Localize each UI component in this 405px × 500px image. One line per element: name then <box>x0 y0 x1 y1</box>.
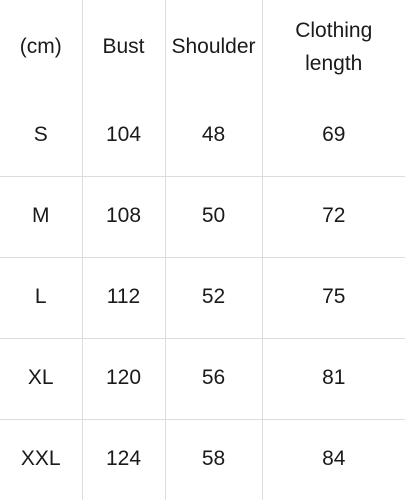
length-cell: 72 <box>262 176 405 258</box>
header-unit: (cm) <box>0 0 83 95</box>
shoulder-cell: 48 <box>165 95 263 177</box>
bust-cell: 112 <box>82 257 166 339</box>
table-row: S 104 48 69 <box>0 95 405 177</box>
length-cell: 84 <box>322 447 346 471</box>
length-cell: 69 <box>262 95 405 177</box>
header-clothing-length-label: Clothing length <box>295 18 373 75</box>
shoulder-cell: 58 <box>165 419 263 500</box>
size-cell: XL <box>0 338 83 420</box>
bust-cell: 104 <box>82 95 166 177</box>
table-row: XXL 124 58 84 <box>0 419 405 500</box>
size-cell: S <box>0 95 83 177</box>
size-cell: XXL <box>0 419 83 500</box>
size-cell: M <box>0 176 83 258</box>
header-clothing-length: Clothing length <box>262 0 405 95</box>
bust-cell: 108 <box>82 176 166 258</box>
table-row: M 108 50 72 <box>0 176 405 258</box>
header-shoulder: Shoulder <box>165 0 263 95</box>
table-row: XL 120 56 81 <box>0 338 405 420</box>
header-row: (cm) Bust Shoulder Clothing length <box>0 0 405 95</box>
shoulder-cell: 52 <box>165 257 263 339</box>
length-cell: 81 <box>262 338 405 420</box>
shoulder-cell: 50 <box>165 176 263 258</box>
bust-cell: 120 <box>82 338 166 420</box>
size-cell: L <box>0 257 83 339</box>
length-cell: 75 <box>262 257 405 339</box>
header-bust: Bust <box>82 0 166 95</box>
table-header: (cm) Bust Shoulder Clothing length <box>0 0 405 95</box>
table-body: S 104 48 69 M 108 50 72 L 112 52 75 XL 1… <box>0 95 405 500</box>
table-row: L 112 52 75 <box>0 257 405 339</box>
bust-cell: 124 <box>82 419 166 500</box>
shoulder-cell: 56 <box>165 338 263 420</box>
